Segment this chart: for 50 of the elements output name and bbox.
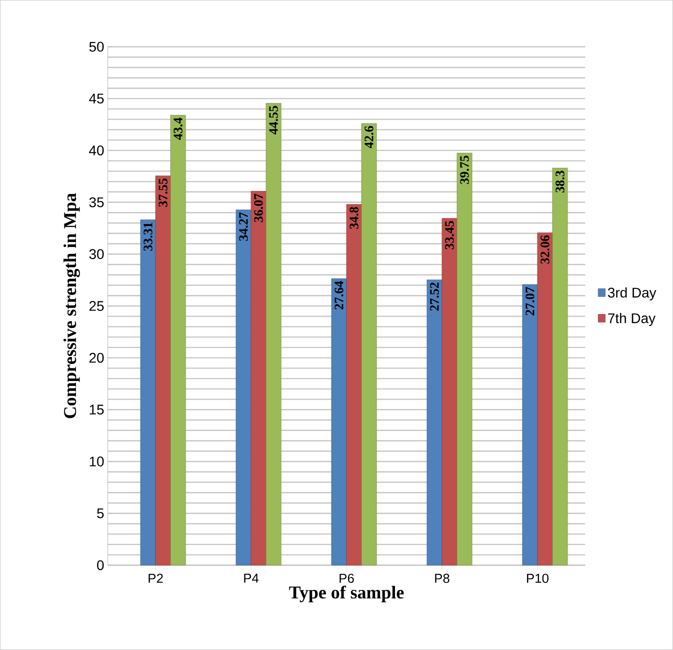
data-label: 33.31 — [144, 222, 152, 251]
x-tick-label: P8 — [435, 574, 450, 583]
y-tick-label: 40 — [89, 145, 104, 156]
data-label: 37.55 — [158, 178, 168, 207]
x-tick-label: P6 — [340, 574, 354, 583]
x-tick-label: P4 — [244, 574, 259, 583]
legend-label: 7th Day — [608, 312, 656, 326]
bar — [361, 123, 377, 566]
bar — [522, 284, 538, 566]
data-label: 43.4 — [174, 118, 182, 140]
y-tick-label: 0 — [97, 560, 104, 570]
bar — [426, 280, 442, 566]
y-tick-label: 50 — [89, 42, 104, 52]
data-label: 27.07 — [526, 287, 534, 316]
legend-label: 3rd Day — [608, 287, 656, 300]
data-label: 44.55 — [269, 106, 278, 134]
data-label: 27.64 — [334, 281, 344, 310]
y-tick-label: 30 — [89, 249, 104, 260]
data-label: 34.8 — [350, 206, 358, 229]
data-label: 32.06 — [540, 235, 550, 264]
bar — [140, 220, 156, 566]
data-label: 38.3 — [556, 170, 564, 192]
y-tick-label: 10 — [90, 456, 104, 466]
bar — [266, 103, 282, 566]
bar — [250, 191, 266, 566]
bar — [346, 204, 362, 566]
bar — [236, 210, 252, 566]
x-tick-label: P2 — [148, 574, 163, 583]
y-tick-label: 20 — [89, 352, 104, 363]
y-axis-title: Compressive strength in Mpa — [63, 193, 80, 418]
bar — [331, 278, 347, 566]
data-label: 36.07 — [254, 194, 263, 222]
data-label: 39.75 — [460, 156, 469, 184]
bar — [456, 152, 472, 566]
data-label: 27.52 — [430, 282, 439, 311]
bar — [155, 176, 171, 566]
bar — [537, 232, 553, 566]
x-axis-title: Type of sample — [289, 586, 404, 602]
bar — [552, 168, 568, 566]
y-tick-label: 45 — [89, 94, 104, 104]
y-tick-label: 35 — [89, 197, 104, 208]
bar — [170, 114, 186, 566]
y-tick-label: 15 — [90, 404, 104, 415]
data-label: 34.27 — [239, 212, 248, 241]
data-label: 42.6 — [364, 126, 374, 148]
y-tick-label: 5 — [97, 508, 104, 518]
bar — [442, 218, 458, 566]
x-tick-label: P10 — [527, 574, 549, 583]
data-label: 33.45 — [445, 221, 454, 250]
y-tick-label: 25 — [89, 301, 104, 311]
